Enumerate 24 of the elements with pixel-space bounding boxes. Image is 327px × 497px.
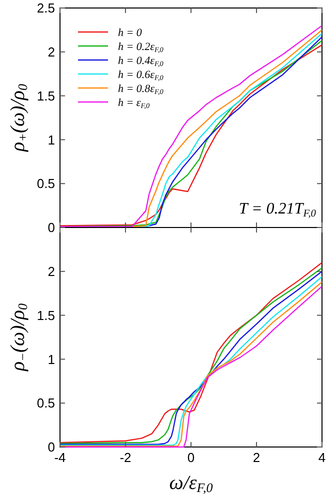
legend-label: h = ε$_{F,0}$ bbox=[118, 97, 150, 110]
x-axis-title: ω/ε$_{F,0}$ bbox=[169, 472, 214, 496]
y-tick-label: 1 bbox=[48, 352, 55, 367]
legend-label: h = 0.4ε$_{F,0}$ bbox=[118, 55, 164, 68]
y-tick-label: 2 bbox=[48, 44, 55, 60]
y-tick-label: 0.5 bbox=[36, 396, 55, 411]
y-tick-label: 2 bbox=[48, 264, 55, 279]
x-tick-label: 0 bbox=[187, 450, 195, 465]
x-tick-label: 2 bbox=[252, 450, 260, 465]
y-tick-label: 0.5 bbox=[36, 176, 55, 192]
y-tick-label: 0 bbox=[48, 440, 55, 455]
y-tick-label: 1.5 bbox=[36, 88, 55, 104]
x-tick-label: 4 bbox=[318, 450, 326, 465]
legend-label: h = 0.6ε$_{F,0}$ bbox=[118, 69, 164, 82]
legend-label: h = 0 bbox=[118, 27, 142, 39]
legend-label: h = 0.8ε$_{F,0}$ bbox=[118, 83, 164, 96]
y-tick-label: 2.5 bbox=[36, 0, 55, 16]
x-tick-label: -4 bbox=[54, 450, 66, 465]
y-tick-label: 1.5 bbox=[36, 308, 55, 323]
y-tick-label: 0 bbox=[48, 220, 55, 236]
annotation: T = 0.21T$_{F,0}$ bbox=[238, 200, 317, 219]
x-tick-label: -2 bbox=[120, 450, 132, 465]
y-tick-label: 1 bbox=[48, 132, 55, 148]
legend-label: h = 0.2ε$_{F,0}$ bbox=[118, 41, 164, 54]
